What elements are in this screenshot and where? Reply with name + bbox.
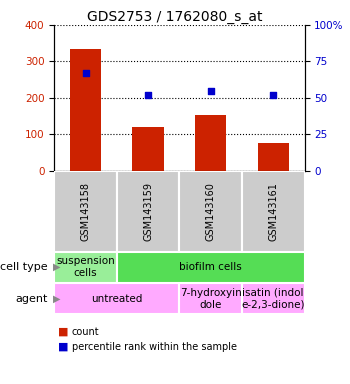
Point	[271, 92, 276, 98]
Bar	[70, 49, 101, 171]
Bar	[117, 171, 179, 252]
Bar	[242, 171, 304, 252]
Text: GSM143161: GSM143161	[268, 182, 278, 241]
Text: 7-hydroxyin
dole: 7-hydroxyin dole	[180, 288, 242, 310]
Text: GSM143159: GSM143159	[143, 182, 153, 241]
Text: count: count	[72, 327, 99, 337]
Bar	[132, 127, 164, 171]
Text: percentile rank within the sample: percentile rank within the sample	[72, 342, 237, 352]
Text: agent: agent	[15, 294, 47, 304]
Bar	[54, 171, 117, 252]
Bar	[179, 171, 242, 252]
Text: ■: ■	[58, 327, 68, 337]
Bar	[242, 283, 304, 314]
Text: ▶: ▶	[52, 262, 60, 272]
Text: biofilm cells: biofilm cells	[179, 262, 242, 272]
Text: ▶: ▶	[52, 294, 60, 304]
Text: GSM143160: GSM143160	[206, 182, 216, 241]
Point	[208, 88, 213, 94]
Bar	[179, 283, 242, 314]
Bar	[54, 283, 179, 314]
Bar	[258, 143, 289, 171]
Text: untreated: untreated	[91, 294, 142, 304]
Text: suspension
cells: suspension cells	[56, 257, 115, 278]
Text: isatin (indol
e-2,3-dione): isatin (indol e-2,3-dione)	[241, 288, 305, 310]
Text: GSM143158: GSM143158	[80, 182, 91, 241]
Text: GDS2753 / 1762080_s_at: GDS2753 / 1762080_s_at	[87, 10, 263, 23]
Point	[145, 92, 151, 98]
Text: cell type: cell type	[0, 262, 47, 272]
Bar	[117, 252, 304, 283]
Point	[83, 70, 88, 76]
Bar	[54, 252, 117, 283]
Bar	[195, 116, 226, 171]
Text: ■: ■	[58, 342, 68, 352]
